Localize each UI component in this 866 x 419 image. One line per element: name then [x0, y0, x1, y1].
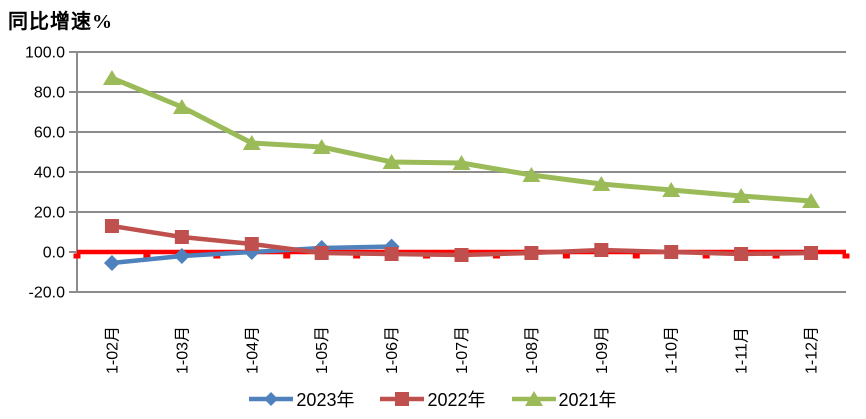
- data-point-marker: [172, 99, 191, 114]
- data-point-marker: [244, 237, 259, 251]
- y-axis-tick-label: 80.0: [34, 85, 65, 102]
- zero-line-marker: [702, 253, 710, 259]
- legend-label: 2021年: [558, 390, 617, 410]
- data-point-marker: [104, 219, 119, 233]
- data-point-marker: [594, 243, 609, 257]
- data-point-marker: [804, 246, 819, 260]
- legend-diamond-icon: [249, 392, 294, 406]
- x-axis-tick-label: 1-07月: [454, 326, 471, 374]
- x-axis-tick-label: 1-06月: [384, 326, 401, 374]
- y-axis-tick-label: -20.0: [29, 285, 66, 302]
- data-point-marker: [664, 245, 679, 259]
- legend-label: 2022年: [427, 390, 486, 410]
- data-point-marker: [382, 154, 401, 169]
- y-axis-tick-label: 40.0: [34, 165, 65, 182]
- legend-item-2023年: 2023年: [249, 386, 354, 412]
- x-axis-tick-label: 1-12月: [804, 326, 821, 374]
- legend-triangle-icon: [511, 391, 556, 406]
- data-point-marker: [522, 167, 541, 182]
- zero-line-marker: [772, 253, 780, 259]
- zero-line-marker: [73, 253, 81, 259]
- zero-line-marker: [562, 253, 570, 259]
- data-point-marker: [103, 255, 120, 271]
- y-axis-tick-label: 100.0: [25, 45, 65, 62]
- data-point-marker: [384, 247, 399, 261]
- x-axis-tick-label: 1-04月: [244, 326, 261, 374]
- data-point-marker: [802, 193, 821, 208]
- chart-title: 同比增速%: [8, 11, 113, 33]
- x-axis-tick-label: 1-08月: [524, 326, 541, 374]
- data-point-marker: [312, 139, 331, 154]
- data-point-marker: [662, 182, 681, 197]
- x-axis-tick-label: 1-05月: [314, 326, 331, 374]
- x-axis-tick-label: 1-11月: [734, 327, 751, 374]
- data-point-marker: [174, 230, 189, 244]
- legend-label: 2023年: [296, 390, 355, 410]
- legend-item-2021年: 2021年: [511, 386, 617, 412]
- y-axis-tick-label: 0.0: [43, 245, 65, 262]
- data-point-marker: [454, 248, 469, 262]
- data-point-marker: [592, 176, 611, 191]
- data-point-marker: [173, 248, 190, 264]
- data-point-marker: [732, 188, 751, 203]
- x-axis-tick-label: 1-10月: [664, 326, 681, 374]
- zero-line-marker: [842, 253, 850, 259]
- legend-item-2022年: 2022年: [380, 386, 486, 412]
- y-axis-tick-label: 20.0: [34, 205, 65, 222]
- data-point-marker: [242, 135, 261, 150]
- data-point-marker: [452, 155, 471, 170]
- zero-line-marker: [632, 253, 640, 259]
- x-axis-tick-label: 1-09月: [594, 326, 611, 374]
- data-point-marker: [102, 70, 121, 85]
- zero-line-marker: [143, 253, 151, 259]
- data-point-marker: [734, 247, 749, 261]
- series-line-2021年: [109, 75, 814, 204]
- zero-line-marker: [353, 253, 361, 259]
- legend: 2023年 2022年 2021年: [0, 383, 866, 415]
- x-axis-tick-label: 1-02月: [104, 326, 121, 374]
- x-axis-tick-label: 1-03月: [174, 326, 191, 374]
- data-point-marker: [314, 246, 329, 260]
- zero-line-marker: [283, 253, 291, 259]
- data-point-marker: [524, 246, 539, 260]
- legend-square-icon: [380, 392, 425, 406]
- plot-area: 100.0 80.0 60.0 40.0 20.0 0.0 -20.0 1-02月 1-03月 1…: [25, 45, 850, 374]
- y-axis-tick-label: 60.0: [34, 125, 65, 142]
